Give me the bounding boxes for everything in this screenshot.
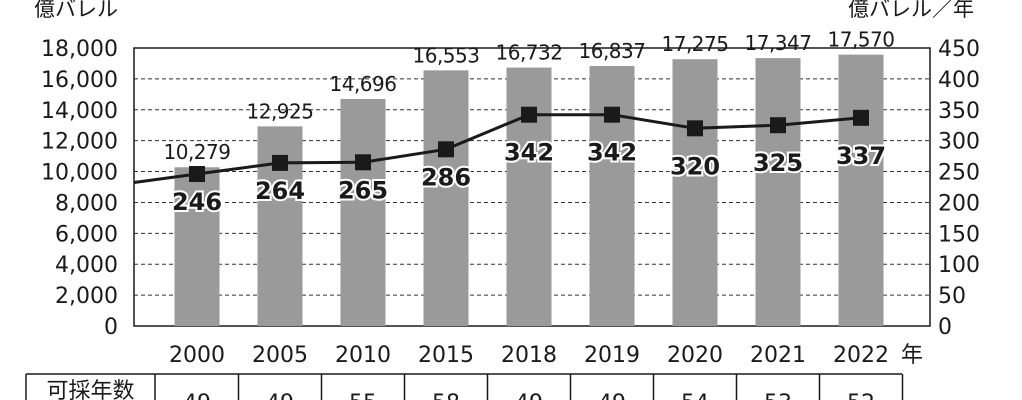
- x-tick-label: 2020: [667, 343, 723, 368]
- line-value-label: 246: [172, 188, 222, 216]
- left-tick-label: 4,000: [55, 253, 118, 278]
- line-marker: [687, 120, 703, 137]
- table-cell: 49: [598, 391, 626, 400]
- bar: [423, 70, 469, 326]
- table-cell: 52: [847, 391, 875, 400]
- line-marker: [272, 154, 288, 171]
- left-tick-label: 8,000: [55, 191, 118, 216]
- x-tick-label: 2018: [501, 343, 557, 368]
- right-axis-ticks: 0 50 100 150 200 250 300 350 400 450: [938, 37, 980, 340]
- table-cell: 49: [183, 391, 211, 400]
- line-marker: [521, 106, 537, 123]
- line-value-label: 342: [587, 139, 637, 167]
- table-row-header: 可採年数: [46, 379, 134, 400]
- line-value-label: 264: [255, 177, 305, 205]
- bar: [838, 54, 884, 326]
- left-axis-unit: 億バレル: [34, 0, 118, 21]
- left-tick-label: 0: [104, 315, 118, 340]
- line-value-label: 325: [753, 149, 803, 177]
- line-marker: [604, 106, 620, 123]
- table-cell: 53: [764, 391, 792, 400]
- left-tick-label: 10,000: [41, 161, 118, 186]
- reserve-years-table: 可採年数 49 49 55 58 49 49 54 53 52: [25, 373, 904, 400]
- line-value-label: 265: [338, 176, 388, 204]
- bar: [340, 99, 386, 326]
- bar-value-label: 17,275: [662, 32, 729, 56]
- left-axis-ticks: 0 2,000 4,000 6,000 8,000 10,000 12,000 14,000 1…: [41, 37, 118, 340]
- x-tick-label: 2021: [750, 343, 806, 368]
- line-value-label: 342: [504, 139, 554, 167]
- bar: [589, 65, 635, 327]
- left-tick-label: 12,000: [41, 130, 118, 155]
- line-value-label: 337: [836, 142, 886, 170]
- bar-value-label: 17,347: [745, 31, 812, 55]
- line-marker: [853, 109, 869, 126]
- left-tick-label: 6,000: [55, 222, 118, 247]
- table-cell: 55: [349, 391, 377, 400]
- bar-value-label: 17,570: [828, 28, 895, 52]
- x-axis-suffix: 年: [901, 343, 923, 368]
- x-tick-label: 2022: [833, 343, 889, 368]
- bar: [755, 58, 801, 327]
- right-tick-label: 300: [938, 130, 980, 155]
- bar-value-label: 16,837: [579, 39, 646, 63]
- right-tick-label: 400: [938, 68, 980, 93]
- bar-value-label: 12,925: [247, 99, 314, 123]
- left-tick-label: 16,000: [41, 68, 118, 93]
- x-tick-label: 2010: [335, 343, 391, 368]
- bar: [174, 167, 220, 326]
- table-cell: 49: [515, 391, 543, 400]
- line-value-label: 320: [670, 152, 720, 180]
- line-marker: [355, 154, 371, 171]
- left-tick-label: 2,000: [55, 284, 118, 309]
- right-tick-label: 350: [938, 99, 980, 124]
- bar: [506, 67, 552, 326]
- bar: [672, 59, 718, 326]
- x-tick-label: 2000: [169, 343, 225, 368]
- x-tick-label: 2015: [418, 343, 474, 368]
- bar-value-label: 10,279: [164, 140, 231, 164]
- table-cell: 58: [432, 391, 460, 400]
- line-series: 246 264 265 286 342 342 320 325 337: [133, 106, 888, 218]
- right-tick-label: 100: [938, 253, 980, 278]
- line-marker: [438, 141, 454, 158]
- line-marker: [770, 117, 786, 134]
- right-tick-label: 50: [938, 284, 966, 309]
- table-cell: 54: [681, 391, 709, 400]
- bar-value-labels: 10,279 12,925 14,696 16,553 16,732 16,837 17,2…: [164, 28, 895, 165]
- x-tick-label: 2005: [252, 343, 308, 368]
- bar-value-label: 16,553: [413, 43, 480, 67]
- right-tick-label: 150: [938, 222, 980, 247]
- x-tick-label: 2019: [584, 343, 640, 368]
- table-cell: 49: [266, 391, 294, 400]
- right-tick-label: 250: [938, 161, 980, 186]
- bar-value-label: 16,732: [496, 41, 563, 65]
- left-tick-label: 14,000: [41, 99, 118, 124]
- line-marker: [189, 166, 205, 183]
- right-tick-label: 200: [938, 191, 980, 216]
- right-axis-unit: 億バレル／年: [848, 0, 974, 21]
- right-tick-label: 0: [938, 315, 952, 340]
- line-value-label: 286: [421, 163, 471, 191]
- right-tick-label: 450: [938, 37, 980, 62]
- series-line: [133, 113, 862, 184]
- left-tick-label: 18,000: [41, 37, 118, 62]
- bar-value-label: 14,696: [330, 72, 397, 96]
- x-axis-ticks: 2000 2005 2010 2015 2018 2019 2020 2021 2022 年: [169, 343, 923, 368]
